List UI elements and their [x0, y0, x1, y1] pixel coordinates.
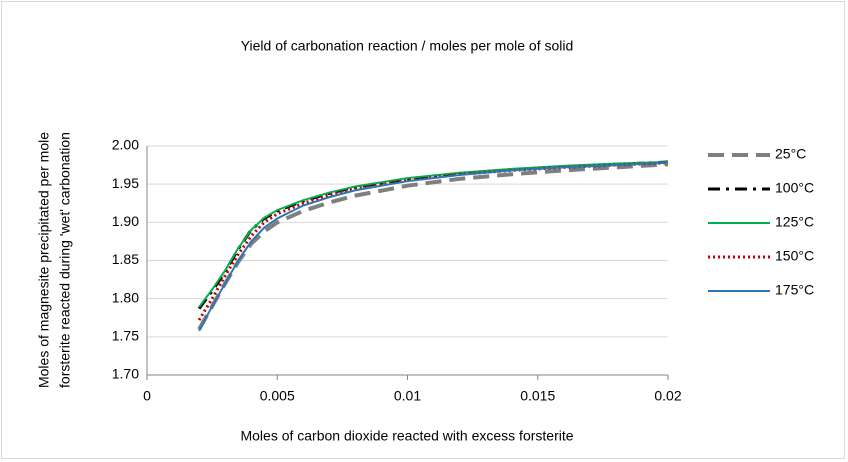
series-line: [198, 161, 669, 332]
y-tick-label: 1.85: [112, 251, 139, 267]
y-tick-label: 2.00: [112, 137, 139, 153]
y-tick-label: 1.95: [112, 175, 139, 191]
x-tick-label: 0.015: [520, 388, 555, 404]
legend-label: 150°C: [775, 248, 814, 264]
legend-label: 175°C: [775, 282, 814, 298]
series-line: [197, 162, 669, 331]
x-tick-label: 0: [143, 388, 151, 404]
x-tick-label: 0.01: [394, 388, 421, 404]
legend-label: 25°C: [775, 146, 806, 162]
chart-title: Yield of carbonation reaction / moles pe…: [241, 38, 574, 54]
x-tick-label: 0.02: [654, 388, 681, 404]
legend-label: 125°C: [775, 214, 814, 230]
y-tick-label: 1.75: [112, 328, 139, 344]
legend-label: 100°C: [775, 180, 814, 196]
series-line: [197, 161, 669, 321]
x-tick-label: 0.005: [260, 388, 295, 404]
y-axis-title: forsterite reacted during 'wet' carbonat…: [57, 132, 73, 388]
y-axis-title: Moles of magnesite precipitated per mole: [36, 132, 52, 388]
y-tick-label: 1.90: [112, 213, 139, 229]
y-tick-label: 1.80: [112, 289, 139, 305]
y-tick-label: 1.70: [112, 366, 139, 382]
series-line: [198, 161, 669, 308]
x-axis-title: Moles of carbon dioxide reacted with exc…: [240, 428, 573, 444]
